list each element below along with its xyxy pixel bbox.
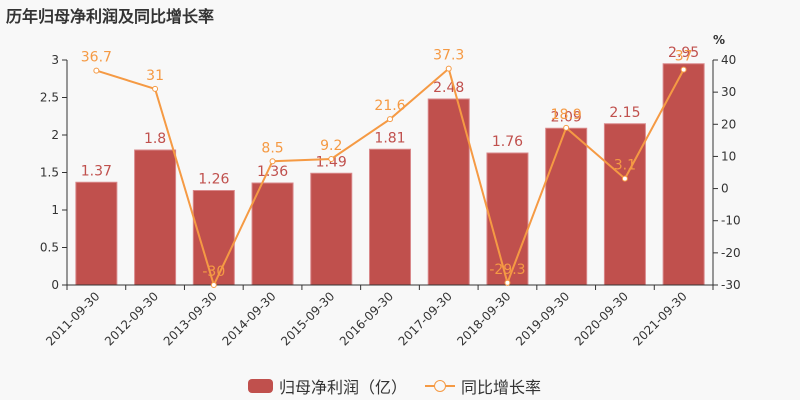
growth-value-label: 18.9 — [551, 107, 582, 123]
growth-value-label: 9.2 — [320, 138, 342, 154]
right-tick-label: -10 — [721, 214, 741, 228]
left-tick-label: 0.5 — [40, 241, 59, 255]
x-tick-label: 2017-09-30 — [396, 289, 455, 348]
growth-point[interactable] — [269, 158, 276, 165]
bar-2015-09-30[interactable] — [310, 172, 353, 286]
bar-value-label: 1.76 — [492, 134, 523, 150]
growth-point[interactable] — [93, 67, 100, 74]
left-tick-label: 1 — [51, 203, 59, 217]
x-tick-label: 2018-09-30 — [454, 289, 513, 348]
x-tick-label: 2011-09-30 — [43, 289, 102, 348]
growth-value-label: 37 — [675, 49, 693, 65]
chart-canvas: 0 0.5 1 1.5 2 2.5 3 -30 -20 -10 0 10 20 30 40% 2011-09-… — [40, 33, 741, 348]
growth-value-label: -30 — [202, 264, 225, 280]
x-tick-label: 2014-09-30 — [219, 289, 278, 348]
growth-point[interactable] — [152, 85, 159, 92]
bar-value-label: 2.15 — [609, 105, 640, 121]
right-tick-label: 0 — [721, 182, 729, 196]
bar-2017-09-30[interactable] — [427, 98, 470, 286]
line-circle-swatch-icon — [425, 379, 456, 393]
growth-value-label: 37.3 — [433, 48, 464, 64]
bar-value-label: 2.48 — [433, 80, 464, 96]
right-tick-label: 20 — [721, 117, 736, 131]
right-tick-label: 40 — [721, 53, 736, 67]
growth-point[interactable] — [621, 175, 628, 182]
right-tick-label: 10 — [721, 149, 736, 163]
x-tick-label: 2019-09-30 — [513, 289, 572, 348]
growth-point[interactable] — [328, 156, 335, 162]
growth-value-label: 21.6 — [374, 98, 405, 114]
growth-point[interactable] — [387, 116, 393, 123]
bar-value-label: 2.09 — [551, 109, 582, 125]
bar-2019-09-30[interactable] — [545, 127, 588, 286]
growth-point[interactable] — [563, 124, 570, 131]
bar-2014-09-30[interactable] — [251, 182, 294, 286]
growth-point[interactable] — [210, 282, 217, 288]
growth-point[interactable] — [445, 65, 452, 72]
bar-value-label: 1.36 — [257, 164, 288, 180]
right-tick-label: -30 — [721, 278, 741, 292]
chart-title: 历年归母净利润及同比增长率 — [6, 7, 215, 26]
bar-value-label: 1.8 — [144, 131, 166, 147]
legend: 归母净利润（亿） 同比增长率 — [248, 374, 559, 398]
bar-2016-09-30[interactable] — [369, 148, 411, 286]
growth-value-label: 8.5 — [261, 140, 283, 156]
bar-value-label: 2.95 — [668, 45, 699, 61]
bar-value-label: 1.49 — [316, 154, 347, 170]
growth-point[interactable] — [680, 66, 687, 73]
legend-label-profit: 归母净利润（亿） — [279, 378, 408, 397]
legend-label-growth: 同比增长率 — [461, 378, 542, 397]
bar-value-label: 1.37 — [81, 163, 112, 179]
growth-value-label: 31 — [146, 68, 164, 84]
x-tick-label: 2015-09-30 — [278, 289, 337, 348]
left-tick-label: 2.5 — [40, 91, 59, 105]
growth-value-label: -29.3 — [489, 262, 525, 278]
right-axis-unit: % — [713, 33, 725, 47]
left-tick-label: 3 — [51, 53, 59, 67]
x-tick-label: 2016-09-30 — [337, 289, 396, 348]
growth-value-label: 36.7 — [81, 50, 112, 66]
x-tick-label: 2013-09-30 — [161, 289, 220, 348]
growth-value-label: 3.1 — [614, 158, 636, 174]
x-tick-label: 2020-09-30 — [572, 289, 631, 348]
growth-point[interactable] — [504, 279, 511, 286]
left-tick-label: 2 — [51, 128, 59, 142]
legend-item-growth[interactable]: 同比增长率 — [425, 374, 541, 398]
bar-2020-09-30[interactable] — [603, 123, 646, 286]
right-tick-label: 30 — [721, 85, 736, 99]
bar-2012-09-30[interactable] — [134, 149, 177, 286]
bar-2021-09-30[interactable] — [662, 63, 705, 286]
legend-item-profit[interactable]: 归母净利润（亿） — [248, 374, 407, 398]
right-tick-label: -20 — [721, 246, 741, 260]
left-tick-label: 0 — [51, 278, 59, 292]
x-tick-label: 2012-09-30 — [102, 289, 161, 348]
x-tick-label: 2021-09-30 — [631, 289, 690, 348]
bar-value-label: 1.26 — [198, 172, 229, 188]
left-tick-label: 1.5 — [40, 166, 59, 180]
bar-2011-09-30[interactable] — [75, 181, 118, 286]
bar-swatch-icon — [248, 379, 273, 393]
bar-value-label: 1.81 — [374, 130, 405, 146]
